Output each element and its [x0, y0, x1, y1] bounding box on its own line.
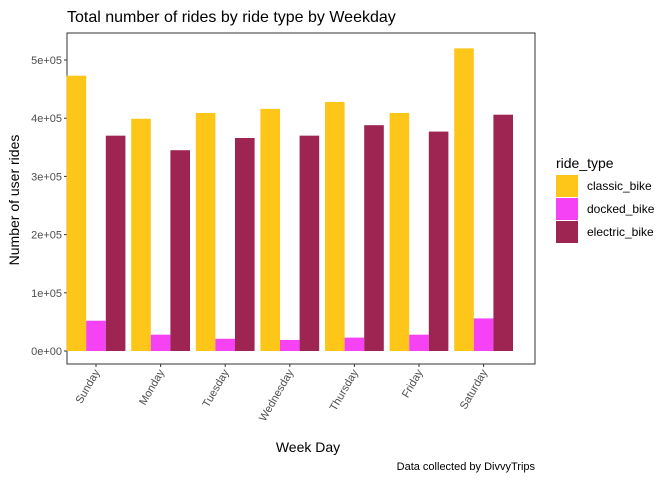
bar-docked_bike-thursday [344, 337, 365, 351]
bar-electric_bike-wednesday [299, 135, 320, 351]
bar-docked_bike-friday [409, 334, 429, 351]
x-axis-title: Week Day [276, 439, 340, 455]
x-tick-label: Tuesday [201, 367, 233, 410]
bar-docked_bike-wednesday [280, 339, 300, 351]
x-tick-label: Saturday [458, 367, 491, 412]
legend-key-classic_bike [556, 175, 578, 197]
bar-docked_bike-sunday [86, 320, 106, 351]
legend: ride_type classic_bike docked_bikeelectri… [556, 155, 655, 243]
bar-classic_bike-friday [389, 112, 410, 351]
legend-key-docked_bike [556, 198, 578, 220]
bar-docked_bike-tuesday [215, 338, 235, 351]
y-axis-title: Number of user rides [6, 135, 22, 266]
chart-caption: Data collected by DivvyTrips [397, 461, 536, 473]
bar-classic_bike-sunday [66, 75, 87, 352]
chart-title: Total number of rides by ride type by We… [67, 9, 396, 26]
x-tick-label: Monday [137, 367, 167, 407]
bar-electric_bike-saturday [493, 114, 513, 351]
bar-classic_bike-wednesday [260, 108, 280, 351]
legend-label: electric_bike [587, 225, 654, 239]
y-tick-label: 3e+05 [31, 171, 62, 183]
bar-electric_bike-tuesday [235, 137, 255, 351]
bar-classic_bike-thursday [325, 101, 345, 352]
bar-electric_bike-sunday [105, 135, 126, 351]
bar-docked_bike-monday [150, 334, 171, 351]
bar-electric_bike-thursday [364, 125, 384, 352]
y-tick-label: 1e+05 [31, 288, 62, 300]
plot-area: 0e+00 1e+05 2e+05 3e+05 4e+05 5e+05 Sunday Mond… [31, 32, 536, 424]
y-tick-label: 5e+05 [31, 55, 62, 67]
x-tick-label: Wednesday [257, 367, 297, 424]
x-tick-label: Friday [400, 367, 426, 400]
bar-docked_bike-saturday [473, 318, 494, 351]
legend-label: docked_bike [587, 202, 655, 216]
bar-classic_bike-tuesday [195, 112, 216, 351]
bar-electric_bike-monday [170, 150, 190, 351]
y-tick-label: 0e+00 [31, 346, 62, 358]
legend-title: ride_type [556, 155, 614, 171]
y-tick-label: 2e+05 [31, 230, 62, 242]
bar-electric_bike-friday [428, 131, 449, 351]
x-tick-label: Thursday [328, 367, 362, 413]
legend-label: classic_bike [587, 179, 652, 193]
bar-classic_bike-saturday [454, 48, 474, 352]
y-tick-label: 4e+05 [31, 113, 62, 125]
x-tick-label: Sunday [74, 367, 103, 406]
legend-key-electric_bike [556, 221, 578, 243]
bar-classic_bike-monday [131, 118, 151, 351]
